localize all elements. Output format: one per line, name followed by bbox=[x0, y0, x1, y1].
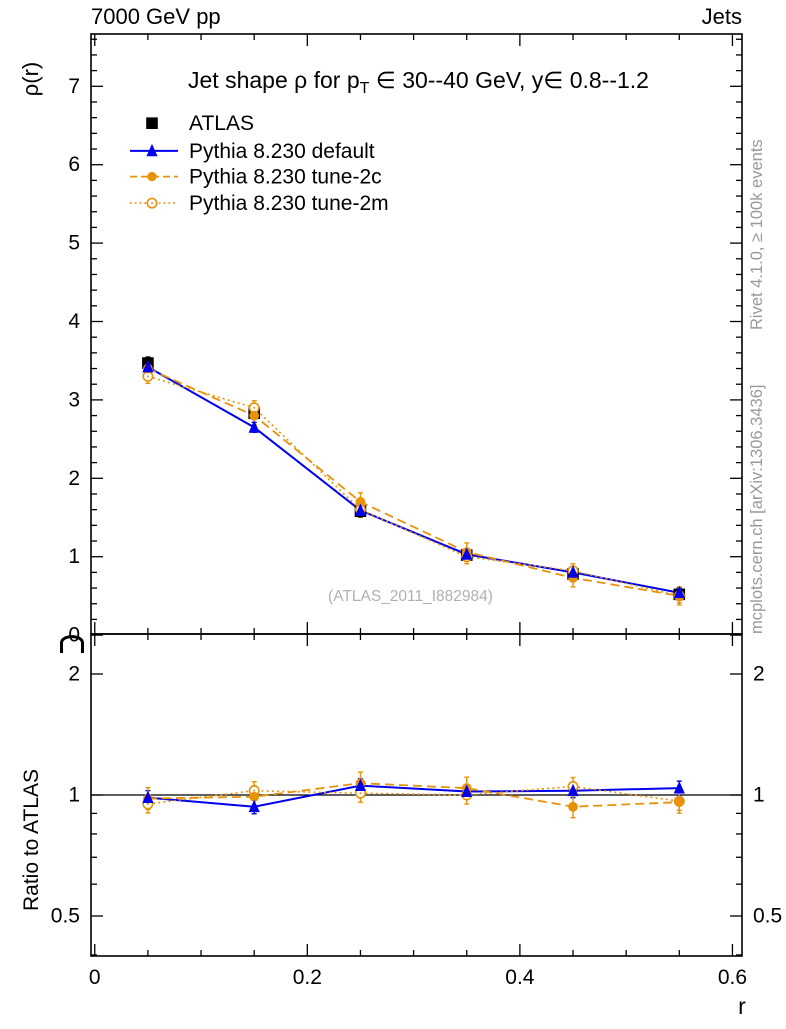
svg-text:2: 2 bbox=[753, 663, 765, 686]
svg-text:3: 3 bbox=[68, 388, 80, 411]
svg-text:1: 1 bbox=[68, 545, 80, 568]
svg-text:0.5: 0.5 bbox=[753, 905, 782, 928]
svg-text:0: 0 bbox=[89, 966, 101, 989]
svg-text:ATLAS: ATLAS bbox=[189, 112, 254, 135]
svg-text:7000 GeV pp: 7000 GeV pp bbox=[91, 4, 221, 29]
svg-text:Ratio to ATLAS: Ratio to ATLAS bbox=[20, 769, 43, 911]
svg-text:0.4: 0.4 bbox=[505, 966, 535, 989]
svg-text:1: 1 bbox=[68, 784, 80, 807]
svg-text:Pythia 8.230 tune-2c: Pythia 8.230 tune-2c bbox=[189, 166, 382, 189]
svg-text:0.6: 0.6 bbox=[718, 966, 747, 989]
svg-text:0: 0 bbox=[68, 624, 80, 647]
svg-text:r: r bbox=[738, 993, 746, 1019]
svg-text:Pythia 8.230 default: Pythia 8.230 default bbox=[189, 140, 375, 163]
svg-text:mcplots.cern.ch [arXiv:1306.34: mcplots.cern.ch [arXiv:1306.3436] bbox=[748, 385, 766, 634]
svg-text:2: 2 bbox=[68, 467, 80, 490]
svg-text:2: 2 bbox=[68, 663, 80, 686]
svg-text:ρ(r): ρ(r) bbox=[18, 62, 43, 97]
svg-text:7: 7 bbox=[68, 75, 80, 98]
svg-text:Pythia 8.230 tune-2m: Pythia 8.230 tune-2m bbox=[189, 192, 389, 215]
svg-text:0.5: 0.5 bbox=[51, 905, 80, 928]
svg-text:6: 6 bbox=[68, 153, 80, 176]
svg-text:5: 5 bbox=[68, 232, 80, 255]
svg-text:0.2: 0.2 bbox=[293, 966, 322, 989]
svg-text:Rivet 4.1.0, ≥ 100k events: Rivet 4.1.0, ≥ 100k events bbox=[748, 139, 766, 330]
svg-text:1: 1 bbox=[753, 784, 765, 807]
svg-text:Jets: Jets bbox=[702, 4, 742, 29]
svg-text:4: 4 bbox=[68, 310, 80, 333]
svg-text:Jet shape ρ for pT ∈ 30--40 Ge: Jet shape ρ for pT ∈ 30--40 GeV, y∈ 0.8-… bbox=[188, 67, 649, 97]
svg-text:(ATLAS_2011_I882984): (ATLAS_2011_I882984) bbox=[328, 588, 493, 605]
